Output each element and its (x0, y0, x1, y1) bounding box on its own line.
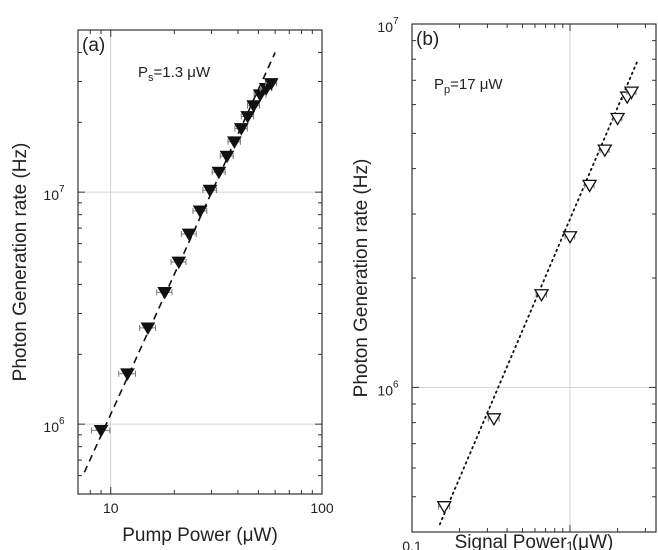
panel-b-annotation: Pp=17 μW (434, 76, 503, 96)
panel-a-data-point (263, 78, 279, 91)
panel-b-panel-label: (b) (416, 29, 439, 50)
panel-a-data-point (192, 205, 208, 219)
panel-b-annotation-rest: =17 μW (450, 76, 503, 93)
panel-a-x-axis-label: Pump Power (μW) (122, 525, 278, 546)
panel-b-data-point (581, 179, 598, 193)
panel-b-y-tick-exponent: 6 (393, 379, 399, 390)
panel-b-annotation-main: P (434, 76, 444, 93)
panel-b-plot-frame (411, 23, 657, 533)
panel-b-y-tick-label: 107 (377, 16, 399, 35)
panel-b-y-tick-base: 10 (377, 19, 393, 35)
panel-a-plot-frame (77, 29, 323, 495)
panel-b-data-point (597, 144, 613, 158)
panel-a-x-tick-label: 10 (103, 500, 119, 516)
panel-a-y-tick-base: 10 (43, 187, 59, 203)
panel-b-data-point (436, 501, 452, 515)
panel-a-y-tick-label: 107 (43, 184, 65, 203)
panel-a-data-point (211, 166, 227, 180)
panel-b-y-tick-base: 10 (377, 382, 393, 398)
panel-a-annotation-main: P (138, 64, 148, 81)
panel-a-data-point (181, 228, 197, 242)
panel-a-data-point (246, 100, 262, 113)
panel-a-data-point (240, 111, 256, 124)
panel-a-data-point (140, 322, 156, 336)
panel-a-annotation-rest: =1.3 μW (154, 64, 211, 81)
panel-b-x-tick-label: 1 (566, 538, 574, 550)
panel-a-x-tick-label: 100 (310, 500, 334, 516)
panel-b-annotation-sub: p (444, 84, 450, 96)
panel-a-data-point (202, 184, 218, 198)
panel-a-y-tick-exponent: 6 (59, 416, 65, 427)
panel-b-y-tick-exponent: 7 (393, 16, 399, 27)
panel-a-annotation-sub: s (148, 72, 154, 84)
panel-a-panel-label: (a) (82, 35, 105, 56)
panel-a-y-tick-base: 10 (43, 419, 59, 435)
panel-b-data-point (623, 86, 640, 100)
panel-a-data-point (93, 425, 109, 438)
panel-a-data-point (171, 256, 187, 270)
panel-b-data-point (562, 231, 578, 245)
panel-b-x-tick-label: 0.1 (402, 538, 422, 550)
panel-b-data-point (533, 289, 550, 303)
panel-a-annotation: Ps=1.3 μW (138, 64, 211, 84)
panel-a-data-point (219, 150, 235, 164)
panel-a-y-tick-label: 106 (43, 416, 65, 435)
panel-a-y-tick-exponent: 7 (59, 184, 65, 195)
panel-b-y-tick-label: 106 (377, 379, 399, 398)
panel-b-data-point (609, 112, 626, 126)
panel-a-data-point (157, 286, 173, 300)
panel-a-data-point (120, 368, 135, 381)
panel-b-y-axis-label: Photon Generation rate (Hz) (351, 159, 372, 398)
panel-b-data-point (486, 413, 502, 427)
panel-a-data-point (233, 123, 249, 136)
panel-a-y-axis-label: Photon Generation rate (Hz) (10, 143, 31, 382)
panel-b-x-axis-label: Signal Power (μW) (455, 532, 614, 550)
panel-a-data-point (227, 136, 242, 149)
